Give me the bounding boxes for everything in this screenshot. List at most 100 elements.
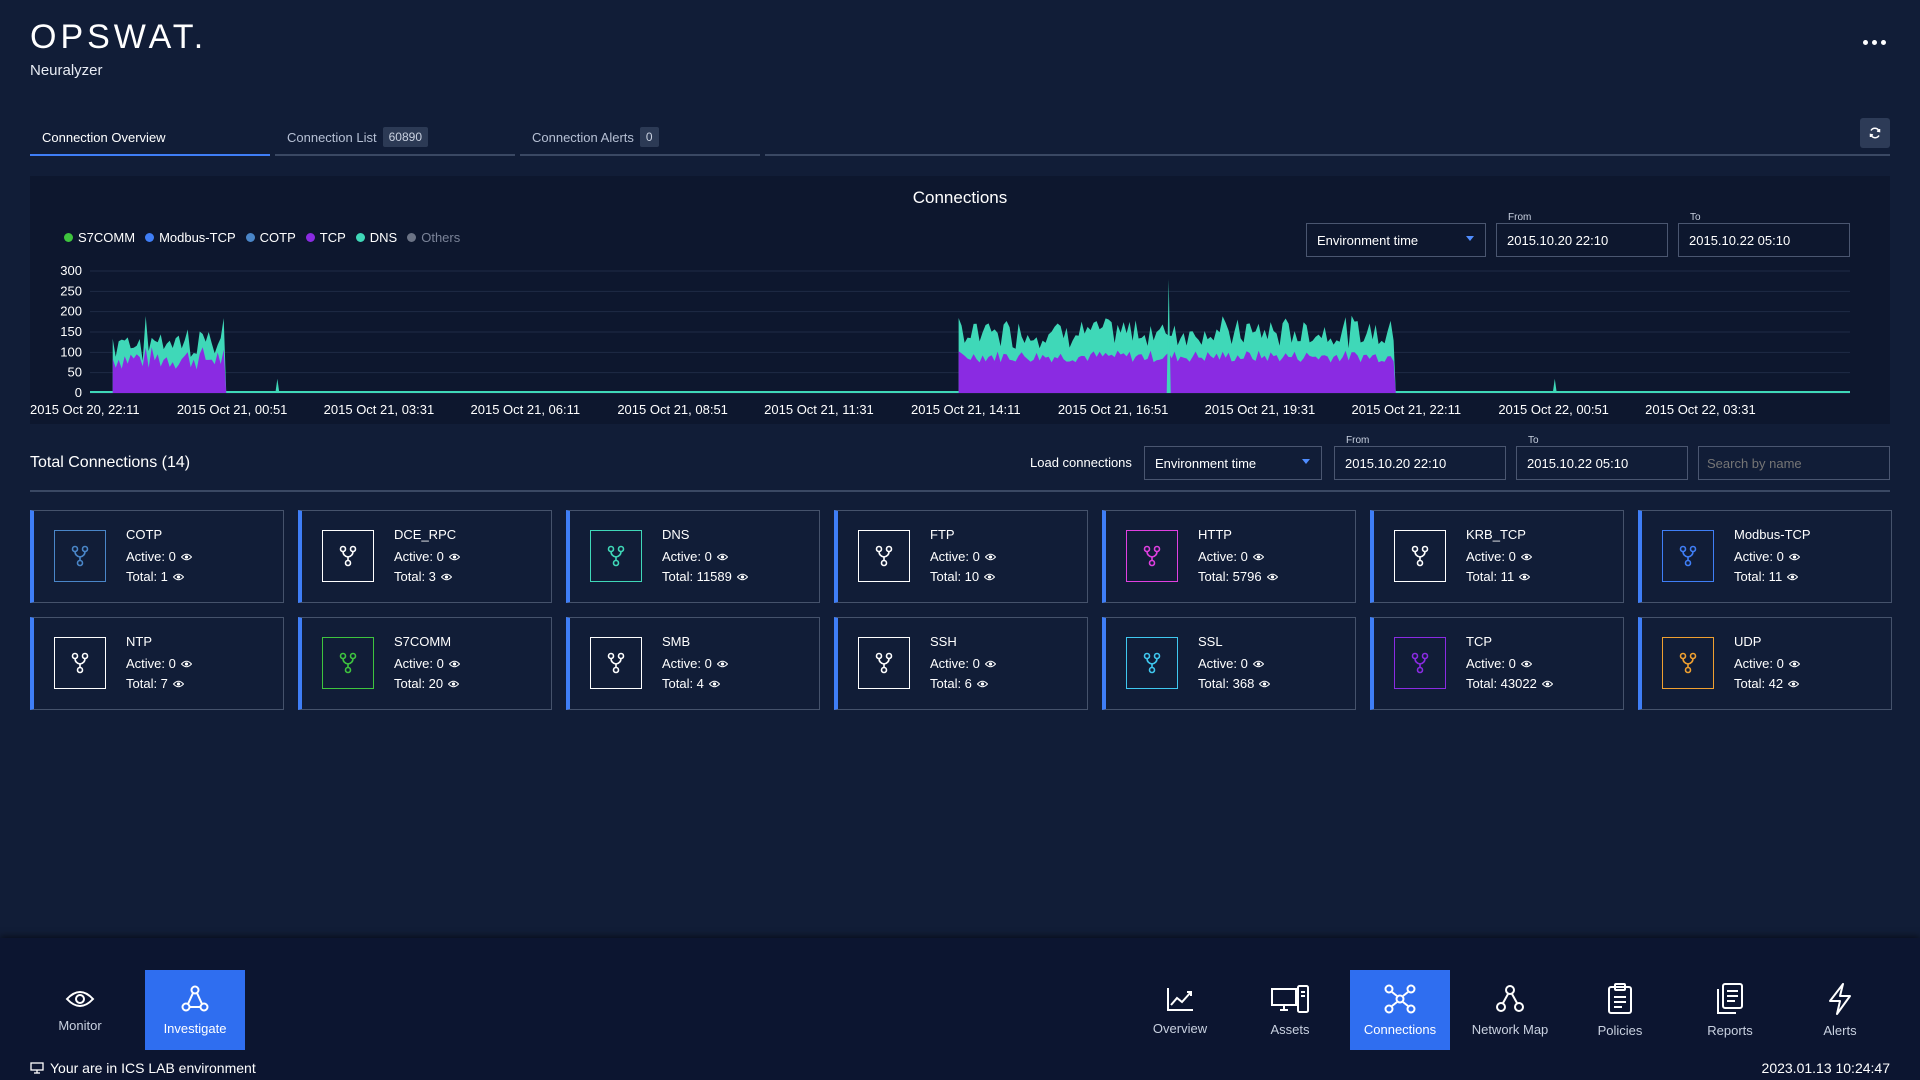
total-count-row: Total: 11 [1734, 569, 1799, 584]
eye-icon[interactable] [984, 660, 996, 668]
connection-card[interactable]: KRB_TCP Active: 0 Total: 11 [1370, 510, 1624, 603]
refresh-button[interactable] [1860, 118, 1890, 148]
eye-icon[interactable] [180, 660, 192, 668]
x-tick-label: 2015 Oct 22, 00:51 [1498, 402, 1609, 417]
series-spike[interactable] [1552, 378, 1557, 393]
series-area-tcp[interactable] [112, 347, 227, 393]
connection-card[interactable]: TCP Active: 0 Total: 43022 [1370, 617, 1624, 710]
eye-icon[interactable] [172, 680, 184, 688]
legend-item[interactable]: TCP [305, 230, 346, 245]
eye-icon[interactable] [1252, 660, 1264, 668]
connection-card[interactable]: SSH Active: 0 Total: 6 [834, 617, 1088, 710]
connection-card[interactable]: DCE_RPC Active: 0 Total: 3 [298, 510, 552, 603]
connection-card[interactable]: Modbus-TCP Active: 0 Total: 11 [1638, 510, 1892, 603]
eye-icon[interactable] [1519, 573, 1531, 581]
eye-icon[interactable] [448, 553, 460, 561]
connection-card[interactable]: SMB Active: 0 Total: 4 [566, 617, 820, 710]
eye-icon[interactable] [1520, 553, 1532, 561]
chart-to-value: 2015.10.22 05:10 [1678, 223, 1850, 257]
nav-policies-button[interactable]: Policies [1570, 970, 1670, 1050]
series-spike[interactable] [275, 378, 280, 393]
connection-card[interactable]: S7COMM Active: 0 Total: 20 [298, 617, 552, 710]
eye-icon[interactable] [1266, 573, 1278, 581]
active-count: Active: 0 [394, 549, 444, 564]
legend-item[interactable]: Modbus-TCP [145, 230, 236, 245]
eye-icon[interactable] [984, 573, 996, 581]
search-input[interactable] [1698, 446, 1890, 480]
eye-icon[interactable] [1520, 660, 1532, 668]
protocol-icon-box [1662, 530, 1714, 582]
connections-area-chart[interactable]: 0 50 100 150 200 250 300 2015 Oct 20, 22:11 2015… [30, 176, 1890, 424]
load-time-select[interactable]: Environment time [1144, 446, 1322, 480]
total-count-row: Total: 368 [1198, 676, 1271, 691]
current-timestamp: 2023.01.13 10:24:47 [1761, 1060, 1890, 1076]
connection-card[interactable]: HTTP Active: 0 Total: 5796 [1102, 510, 1356, 603]
eye-icon[interactable] [1259, 680, 1271, 688]
nav-monitor-button[interactable]: Monitor [30, 970, 130, 1050]
chart-from-field[interactable]: From 2015.10.20 22:10 [1496, 212, 1668, 257]
tab-connection-list[interactable]: Connection List 60890 [275, 118, 515, 156]
total-count: Total: 368 [1198, 676, 1255, 691]
eye-icon[interactable] [448, 680, 460, 688]
x-tick-label: 2015 Oct 21, 19:31 [1205, 402, 1316, 417]
fork-icon [71, 652, 89, 674]
eye-icon[interactable] [976, 680, 988, 688]
eye-icon[interactable] [1788, 680, 1800, 688]
eye-icon[interactable] [1788, 553, 1800, 561]
connection-card[interactable]: NTP Active: 0 Total: 7 [30, 617, 284, 710]
tab-count-badge: 0 [639, 127, 659, 147]
nav-overview-button[interactable]: Overview [1130, 970, 1230, 1050]
nav-connections-button[interactable]: Connections [1350, 970, 1450, 1050]
active-count-row: Active: 0 [1466, 549, 1532, 564]
nav-network-map-button[interactable]: Network Map [1460, 970, 1560, 1050]
nav-alerts-button[interactable]: Alerts [1790, 970, 1890, 1050]
section-divider [30, 490, 1890, 492]
protocol-icon-box [858, 530, 910, 582]
protocol-name: DCE_RPC [394, 527, 457, 542]
eye-icon[interactable] [984, 553, 996, 561]
chart-to-field[interactable]: To 2015.10.22 05:10 [1678, 212, 1850, 257]
tab-connection-alerts[interactable]: Connection Alerts 0 [520, 118, 760, 156]
active-count: Active: 0 [394, 656, 444, 671]
nav-reports-button[interactable]: Reports [1680, 970, 1780, 1050]
eye-icon[interactable] [736, 573, 748, 581]
eye-icon[interactable] [1541, 680, 1553, 688]
more-menu-icon[interactable] [1859, 36, 1890, 49]
eye-icon[interactable] [716, 660, 728, 668]
search-by-name-field[interactable] [1698, 446, 1890, 480]
tab-connection-overview[interactable]: Connection Overview [30, 118, 270, 156]
eye-icon[interactable] [440, 573, 452, 581]
total-count: Total: 11589 [662, 569, 732, 584]
eye-icon[interactable] [1252, 553, 1264, 561]
active-count: Active: 0 [1734, 549, 1784, 564]
nav-assets-button[interactable]: Assets [1240, 970, 1340, 1050]
tab-bar: Connection Overview Connection List 6089… [30, 118, 1890, 156]
load-from-field[interactable]: From 2015.10.20 22:10 [1334, 435, 1506, 480]
series-area-tcp[interactable] [958, 350, 1396, 393]
chart-time-select[interactable]: Environment time [1306, 223, 1486, 257]
legend-item[interactable]: S7COMM [64, 230, 135, 245]
legend-item[interactable]: DNS [355, 230, 397, 245]
eye-icon[interactable] [172, 573, 184, 581]
connection-card[interactable]: FTP Active: 0 Total: 10 [834, 510, 1088, 603]
eye-icon[interactable] [180, 553, 192, 561]
connection-card[interactable]: SSL Active: 0 Total: 368 [1102, 617, 1356, 710]
legend-item[interactable]: Others [407, 230, 460, 245]
total-count-row: Total: 1 [126, 569, 184, 584]
eye-icon[interactable] [448, 660, 460, 668]
total-count-row: Total: 11 [1466, 569, 1531, 584]
series-spike[interactable] [1166, 279, 1171, 393]
eye-icon[interactable] [716, 553, 728, 561]
load-to-field[interactable]: To 2015.10.22 05:10 [1516, 435, 1688, 480]
protocol-icon-box [322, 530, 374, 582]
connection-card[interactable]: UDP Active: 0 Total: 42 [1638, 617, 1892, 710]
connection-card[interactable]: COTP Active: 0 Total: 1 [30, 510, 284, 603]
eye-icon[interactable] [1787, 573, 1799, 581]
legend-item[interactable]: COTP [245, 230, 296, 245]
nav-investigate-button[interactable]: Investigate [145, 970, 245, 1050]
eye-icon[interactable] [1788, 660, 1800, 668]
nav-label: Policies [1597, 1022, 1643, 1038]
connection-card[interactable]: DNS Active: 0 Total: 11589 [566, 510, 820, 603]
total-count-row: Total: 42 [1734, 676, 1800, 691]
eye-icon[interactable] [708, 680, 720, 688]
